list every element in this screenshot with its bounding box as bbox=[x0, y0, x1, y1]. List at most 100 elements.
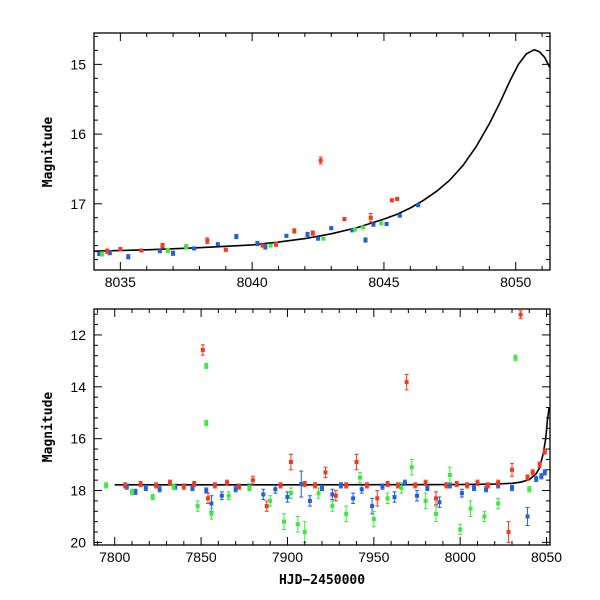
data-point-blue bbox=[392, 495, 397, 500]
y-tick-label: 16 bbox=[70, 126, 86, 142]
data-point-green bbox=[282, 519, 286, 524]
data-point-green bbox=[513, 355, 518, 360]
data-point-green bbox=[399, 485, 404, 490]
data-point-green bbox=[330, 504, 335, 509]
data-point-green bbox=[150, 495, 155, 500]
data-point-red bbox=[530, 470, 535, 475]
data-point-green bbox=[204, 364, 209, 369]
data-point-red bbox=[542, 449, 547, 454]
x-tick-label: 8045 bbox=[368, 274, 399, 290]
data-point-blue bbox=[415, 493, 419, 498]
data-point-red bbox=[354, 460, 359, 465]
data-point-green bbox=[385, 496, 390, 501]
data-point-green bbox=[302, 530, 307, 535]
data-point-red bbox=[496, 480, 501, 485]
data-point-green bbox=[527, 487, 532, 492]
data-point-blue bbox=[157, 487, 162, 492]
data-point-blue bbox=[459, 491, 464, 496]
data-point-blue bbox=[320, 485, 324, 490]
data-point-green bbox=[226, 493, 231, 498]
series-red bbox=[123, 310, 547, 543]
data-point-red bbox=[375, 496, 380, 501]
data-point-blue bbox=[329, 226, 334, 231]
y-tick-label: 12 bbox=[70, 327, 86, 343]
data-point-green bbox=[352, 227, 357, 232]
data-point-blue bbox=[263, 244, 268, 249]
data-point-green bbox=[423, 498, 428, 503]
data-point-red bbox=[333, 493, 338, 498]
model-curve-line bbox=[94, 48, 550, 252]
data-point-red bbox=[404, 380, 409, 385]
data-point-green bbox=[358, 475, 362, 480]
y-tick-label: 14 bbox=[70, 379, 86, 395]
data-point-blue bbox=[371, 222, 376, 227]
data-point-blue bbox=[273, 487, 278, 492]
x-tick-label: 8035 bbox=[105, 274, 136, 290]
data-point-blue bbox=[97, 251, 102, 256]
y-axis-title: Magnitude bbox=[41, 392, 56, 463]
data-point-blue bbox=[234, 234, 239, 239]
data-point-green bbox=[165, 248, 170, 253]
data-point-red bbox=[510, 467, 514, 472]
data-point-blue bbox=[510, 485, 514, 490]
data-point-red bbox=[212, 483, 217, 488]
data-point-blue bbox=[261, 492, 266, 497]
data-point-red bbox=[200, 347, 205, 352]
data-point-green bbox=[171, 484, 176, 489]
plot-area bbox=[104, 310, 550, 543]
data-point-blue bbox=[126, 254, 131, 259]
data-point-red bbox=[223, 247, 228, 252]
data-point-blue bbox=[307, 498, 312, 503]
data-point-blue bbox=[363, 238, 368, 243]
data-point-blue bbox=[370, 504, 375, 509]
data-point-red bbox=[250, 478, 255, 483]
data-point-green bbox=[130, 489, 134, 494]
data-point-red bbox=[260, 243, 265, 248]
data-point-blue bbox=[299, 482, 304, 487]
data-point-green bbox=[344, 511, 349, 516]
data-point-red bbox=[237, 484, 242, 489]
x-tick-label: 7950 bbox=[358, 549, 389, 565]
data-point-blue bbox=[107, 250, 112, 255]
data-point-blue bbox=[402, 480, 407, 485]
data-point-green bbox=[288, 491, 293, 496]
data-point-red bbox=[368, 215, 373, 220]
data-point-red bbox=[423, 480, 428, 485]
series-green bbox=[104, 354, 532, 543]
data-point-red bbox=[485, 483, 490, 488]
data-point-red bbox=[454, 482, 459, 487]
x-axis-title: HJD−2450000 bbox=[279, 573, 365, 588]
data-point-green bbox=[458, 527, 463, 532]
data-point-blue bbox=[472, 485, 476, 490]
data-point-blue bbox=[215, 242, 220, 247]
data-point-red bbox=[385, 482, 390, 487]
data-point-red bbox=[192, 482, 197, 487]
data-point-blue bbox=[190, 485, 195, 490]
data-point-red bbox=[364, 483, 369, 488]
data-point-red bbox=[396, 483, 400, 488]
data-point-red bbox=[506, 530, 511, 535]
data-point-red bbox=[310, 231, 315, 236]
data-point-red bbox=[138, 482, 143, 487]
data-point-green bbox=[371, 517, 376, 522]
data-point-green bbox=[434, 511, 438, 516]
data-point-green bbox=[99, 251, 104, 256]
data-point-red bbox=[205, 238, 210, 243]
data-point-blue bbox=[255, 241, 260, 246]
data-point-blue bbox=[351, 496, 356, 501]
data-point-red bbox=[123, 483, 128, 488]
x-tick-label: 7850 bbox=[186, 549, 217, 565]
chart-panel-2: 7800 7850 7900 7950 8000 8050 12 14 16 18 20 Magnit… bbox=[41, 308, 562, 588]
data-point-red bbox=[413, 483, 418, 488]
data-point-red bbox=[154, 483, 159, 488]
data-point-blue bbox=[316, 236, 321, 241]
data-point-blue bbox=[305, 232, 310, 237]
x-tick-label: 8050 bbox=[500, 274, 531, 290]
data-point-red bbox=[292, 228, 297, 233]
x-tick-label: 8050 bbox=[531, 549, 562, 565]
data-point-blue bbox=[339, 483, 343, 488]
data-point-blue bbox=[384, 221, 389, 226]
data-point-red bbox=[525, 475, 530, 480]
series-green bbox=[99, 221, 384, 257]
